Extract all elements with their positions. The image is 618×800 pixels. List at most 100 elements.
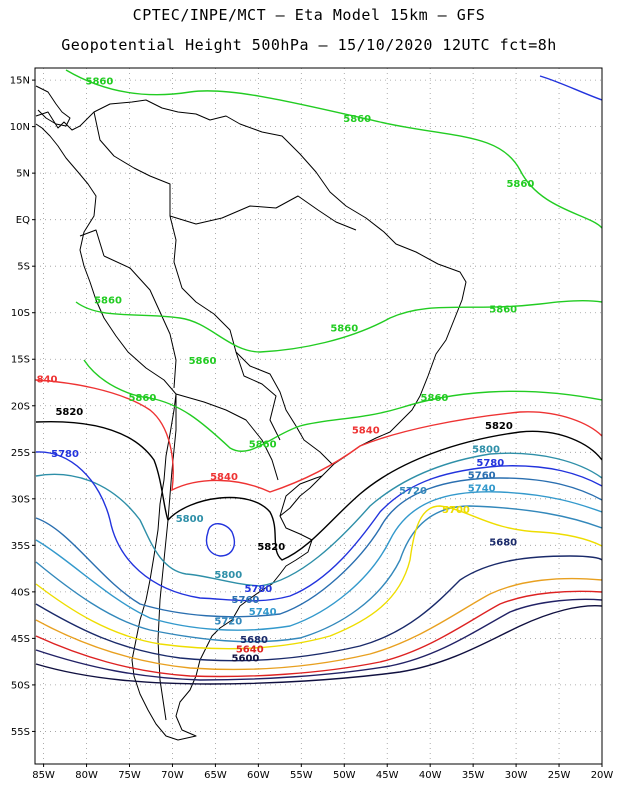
lon-tick-label: 25W (548, 770, 571, 781)
latitude-axis: 15N 10N 5N EQ 5S 10S 15S 20S 25S 30S 35S 40S 45S 50S 5… (10, 76, 35, 738)
contour-label: 5820 (55, 407, 83, 418)
brazil-border-north (169, 195, 357, 231)
contour-label: 5860 (189, 356, 217, 367)
contour-label: 5780 (244, 584, 272, 595)
contour-5780 (35, 451, 602, 602)
contour-label: 5860 (128, 393, 156, 404)
south-america-coastline (35, 99, 467, 741)
peru-bolivia-border (103, 255, 177, 389)
colombia-venezuela-border (93, 111, 171, 216)
lat-tick-label: 25S (11, 448, 30, 459)
contour-5760 (35, 477, 602, 618)
map-frame (34, 67, 603, 765)
lat-tick-label: 15S (11, 355, 30, 366)
lat-tick-label: 5S (17, 262, 30, 273)
contour-5620 (35, 598, 602, 681)
lon-tick-label: 20W (591, 770, 614, 781)
height-contours (35, 69, 602, 685)
contour-5740 (35, 491, 602, 631)
lat-tick-label: 5N (16, 169, 30, 180)
contour-label: 5780 (51, 449, 79, 460)
contour-label: 5720 (399, 486, 427, 497)
contour-5600 (35, 604, 602, 685)
contour-label: 5680 (489, 537, 517, 548)
lat-tick-label: 50S (11, 680, 30, 691)
lat-tick-label: 40S (11, 587, 30, 598)
contour-5700 (35, 505, 602, 650)
graticule (35, 68, 603, 764)
lat-tick-label: 45S (11, 634, 30, 645)
central-america-coastline (35, 85, 71, 127)
contour-5640 (35, 590, 602, 678)
lon-tick-label: 85W (32, 770, 55, 781)
lon-tick-label: 70W (161, 770, 184, 781)
contour-5860-north (65, 69, 602, 229)
bolivia-paraguay-border (175, 393, 279, 481)
contour-label: 5860 (330, 323, 358, 334)
contour-label: 5640 (236, 644, 264, 655)
contour-labels: 5860 5860 5860 5860 5860 5860 5860 5860 5860 5860… (30, 77, 534, 665)
contour-label: 5740 (468, 483, 496, 494)
map-title-line-2: Geopotential Height 500hPa – 15/10/2020 … (61, 36, 557, 54)
lon-tick-label: 65W (204, 770, 227, 781)
contour-5680 (35, 555, 602, 662)
contour-5840 (35, 379, 602, 493)
contour-label: 5680 (240, 635, 268, 646)
contour-5660 (35, 577, 602, 671)
lon-tick-label: 50W (333, 770, 356, 781)
contour-label: 5760 (468, 470, 496, 481)
contour-5800 (35, 452, 602, 587)
contour-label: 5780 (476, 458, 504, 469)
lat-tick-label: 55S (11, 727, 30, 738)
lat-tick-label: 15N (10, 76, 30, 87)
contour-label: 5600 (232, 654, 260, 665)
contour-5860-central (75, 299, 602, 353)
contour-label: 5820 (485, 421, 513, 432)
contour-label: 5860 (249, 440, 277, 451)
lon-tick-label: 60W (247, 770, 270, 781)
lon-tick-label: 55W (290, 770, 313, 781)
contour-label: 5840 (210, 472, 238, 483)
lon-tick-label: 35W (462, 770, 485, 781)
lon-tick-label: 75W (118, 770, 141, 781)
uruguay-border (279, 475, 323, 517)
map-title-line-1: CPTEC/INPE/MCT – Eta Model 15km – GFS (132, 6, 486, 24)
contour-label: 5800 (214, 570, 242, 581)
contour-label: 5860 (421, 393, 449, 404)
lat-tick-label: EQ (16, 215, 30, 226)
contour-label: 5840 (30, 375, 58, 386)
contour-5780-atlantic (539, 75, 602, 101)
argentina-chile-border (157, 394, 177, 721)
contour-5860-south (83, 359, 602, 452)
contour-label: 5800 (176, 514, 204, 525)
lon-tick-label: 80W (75, 770, 98, 781)
contour-5720 (35, 505, 602, 643)
contour-label: 5760 (232, 595, 260, 606)
contour-label: 5820 (257, 542, 285, 553)
contour-label: 5860 (489, 305, 517, 316)
lon-tick-label: 40W (419, 770, 442, 781)
contour-label: 5840 (352, 426, 380, 437)
contour-label: 5800 (472, 444, 500, 455)
contour-5820 (35, 420, 602, 561)
contour-label: 5740 (249, 607, 277, 618)
lat-tick-label: 35S (11, 541, 30, 552)
contour-5780-low (205, 523, 236, 557)
contour-label: 5720 (214, 616, 242, 627)
contour-label: 5860 (343, 114, 371, 125)
ecuador-border (79, 229, 105, 257)
contour-label: 5860 (506, 179, 534, 190)
brazil-border-west (169, 215, 333, 465)
lat-tick-label: 10N (10, 122, 30, 133)
lon-tick-label: 45W (376, 770, 399, 781)
lat-tick-label: 10S (11, 308, 30, 319)
lat-tick-label: 20S (11, 401, 30, 412)
paraguay-border (235, 351, 281, 441)
lon-tick-label: 30W (505, 770, 528, 781)
contour-label: 5860 (94, 295, 122, 306)
lat-tick-label: 30S (11, 494, 30, 505)
longitude-axis: 85W 80W 75W 70W 65W 60W 55W 50W 45W 40W 35W 30W 25W 2… (32, 764, 613, 781)
contour-label: 5700 (442, 505, 470, 516)
coastline-and-borders (35, 85, 467, 741)
